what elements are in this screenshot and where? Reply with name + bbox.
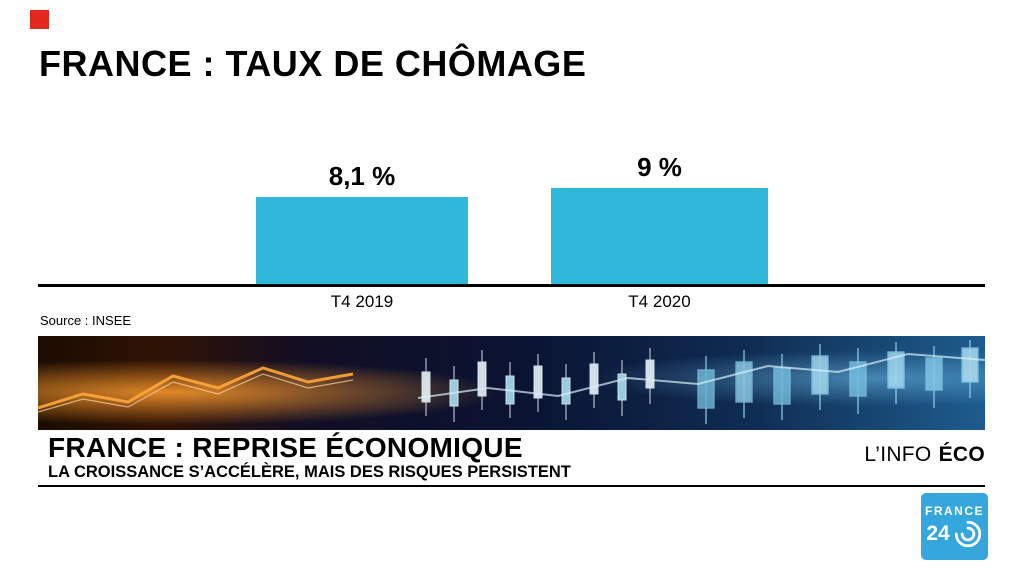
- lower-third-rule: [38, 485, 985, 487]
- swirl-icon: [954, 520, 981, 547]
- lower-third-headline: FRANCE : REPRISE ÉCONOMIQUE: [48, 432, 523, 463]
- program-label-prefix: L’INFO: [864, 443, 932, 466]
- chart-baseline: [38, 284, 985, 287]
- france24-logo: FRANCE 24: [921, 493, 988, 560]
- logo-text-france: FRANCE: [925, 503, 984, 518]
- bar-value-label: 9 %: [637, 152, 682, 182]
- candlestick-graphic: [38, 336, 985, 430]
- chart-bar: [551, 188, 768, 284]
- bar-category-label: T4 2019: [330, 292, 394, 311]
- program-label: L’INFO ÉCO: [864, 444, 985, 465]
- bar-category-label: T4 2020: [628, 292, 691, 311]
- chart-title: FRANCE : TAUX DE CHÔMAGE: [39, 43, 587, 84]
- stock-market-banner-image: [38, 336, 985, 430]
- logo-text-24: 24: [926, 522, 950, 545]
- red-ident-square: [30, 10, 49, 29]
- bar-group-t4-2020: 9 %: [551, 154, 768, 284]
- chart-bar: [256, 197, 468, 284]
- lower-third-subheadline: LA CROISSANCE S’ACCÉLÈRE, MAIS DES RISQU…: [48, 463, 571, 481]
- program-label-suffix: ÉCO: [938, 443, 985, 466]
- chart-source-label: Source : INSEE: [40, 313, 132, 328]
- bar-value-label: 8,1 %: [328, 161, 396, 191]
- bar-group-t4-2019: 8,1 %: [256, 163, 468, 284]
